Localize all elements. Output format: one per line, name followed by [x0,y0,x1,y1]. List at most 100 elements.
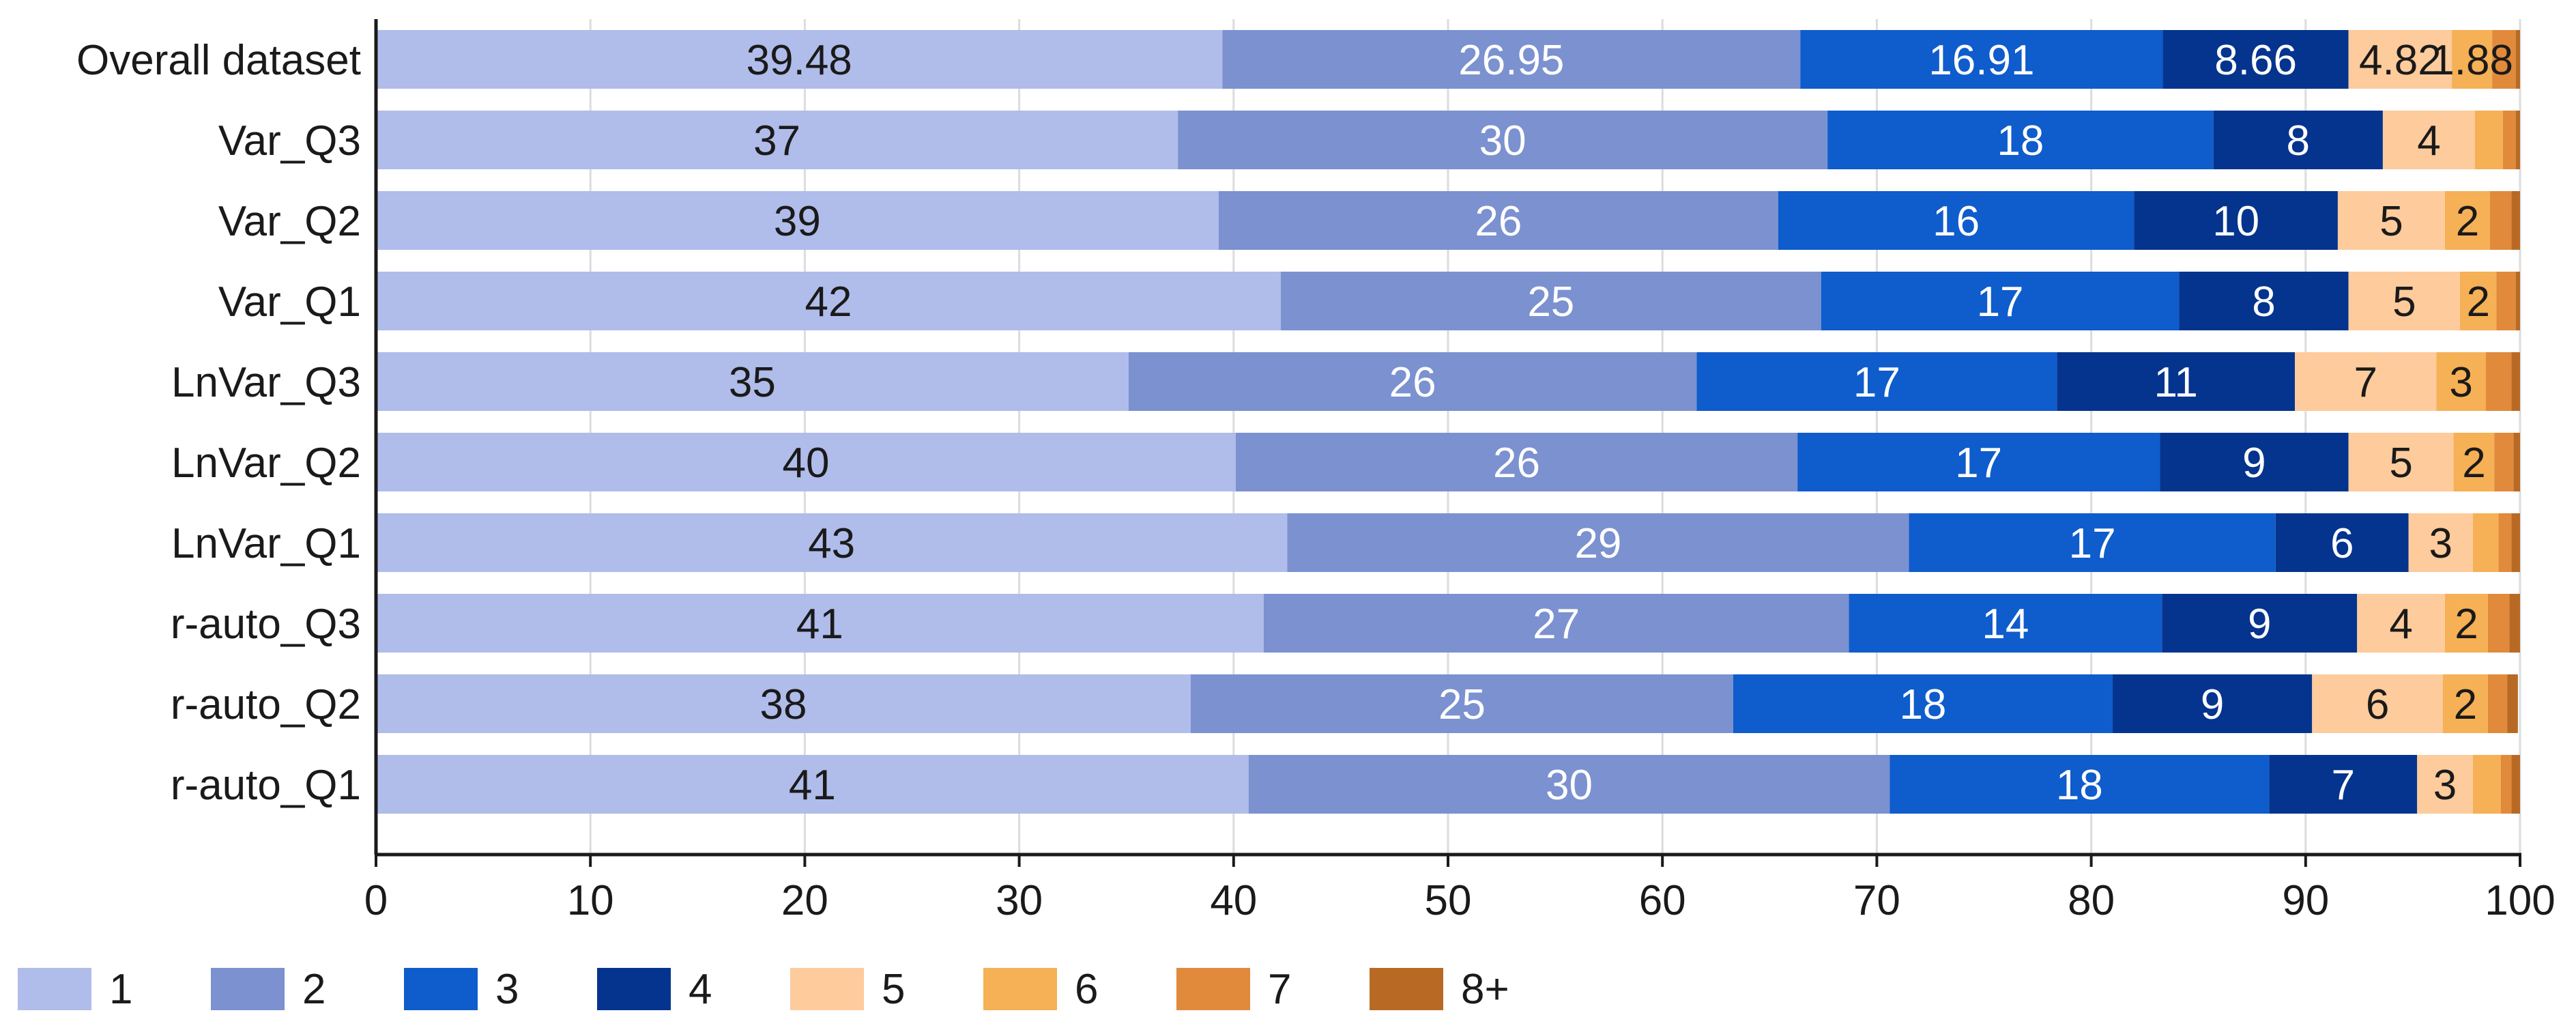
bar-segment [1733,674,2113,733]
data-label: 2 [2462,440,2485,487]
data-label: 16.91 [1928,37,2034,84]
data-label: 17 [1853,359,1900,406]
data-label: 9 [2201,681,2224,728]
data-label: 30 [1546,762,1593,809]
x-tick-label: 20 [781,877,828,924]
bar-segment [2487,594,2510,653]
data-label: 7 [2354,359,2377,406]
bar-segment [1800,30,2163,89]
x-tick-label: 40 [1210,877,1257,924]
data-label: 26 [1493,440,1540,487]
data-label: 18 [2056,762,2103,809]
data-label: 8.66 [2214,37,2297,84]
data-label: 11 [2154,359,2198,406]
data-label: 3 [2429,520,2452,567]
legend-swatch [790,968,864,1010]
data-label: 2 [2456,198,2479,245]
x-tick-label: 10 [567,877,614,924]
bar-segment [2492,30,2516,89]
bar-segment [2496,272,2516,330]
bar-segment [1287,513,1909,572]
bar-segment [2509,594,2520,653]
bar-segment [1909,513,2276,572]
bar-segment [2162,594,2358,653]
data-label: 4 [2389,601,2412,648]
bar-segment [2357,594,2446,653]
x-tick-labels: 0 10 20 30 40 50 60 70 80 90 100 [364,877,2556,924]
bar-segment [1778,191,2134,250]
data-label: 38 [759,681,807,728]
data-label: 3 [2433,762,2457,809]
data-label: 39.48 [747,37,852,84]
data-label: 9 [2248,601,2271,648]
bar-segment [1696,352,2057,411]
bar-segment [2179,272,2349,330]
bar-segment [2134,191,2338,250]
x-tick-label: 80 [2068,877,2115,924]
data-label: 5 [2389,440,2412,487]
data-label: 6 [2330,520,2354,567]
category-label: Var_Q2 [218,198,361,245]
data-label: 29 [1574,520,1621,567]
data-label: 17 [1977,278,2024,326]
bar-segment [2348,272,2461,330]
legend-label: 4 [689,966,712,1013]
category-label: LnVar_Q1 [171,520,361,567]
data-label: 41 [796,601,843,648]
bar-segment [2472,755,2501,814]
bar-segment [1263,594,1849,653]
bar-segment [2442,674,2488,733]
legend-label: 1 [109,966,132,1013]
data-label: 8 [2252,278,2275,326]
bar-segment [2213,111,2383,169]
legend-label: 8+ [1461,966,1509,1013]
data-label: 35 [729,359,776,406]
bar-segment [1222,30,1801,89]
data-label: 2 [2454,681,2477,728]
bar-segment [2498,513,2512,572]
bar-segment [2460,272,2497,330]
bar-segment [2113,674,2313,733]
bar-segment [2348,433,2454,491]
category-label: r-auto_Q1 [171,762,361,809]
data-label: 40 [782,440,829,487]
bar-segment [2511,191,2520,250]
bar-segment [2500,755,2512,814]
data-label: 5 [2379,198,2403,245]
data-label: 7 [2332,762,2355,809]
data-label: 9 [2242,440,2266,487]
bar-segment [376,755,1249,814]
bar-segment [2494,433,2514,491]
bar-segment [376,272,1281,330]
data-label: 26.95 [1458,37,1564,84]
data-label: 25 [1438,681,1486,728]
data-label: 4 [2417,117,2440,164]
data-label: 16 [1933,198,1980,245]
data-label: 17 [1955,440,2002,487]
data-label: 26 [1389,359,1436,406]
legend-swatch [1176,968,1250,1010]
data-label: 1.88 [2431,37,2513,84]
data-label: 3 [2449,359,2472,406]
bars [376,30,2520,814]
bar-segment [2057,352,2296,411]
bar-segment [2507,674,2518,733]
bar-segment [2417,755,2473,814]
bar-segment [1218,191,1778,250]
bar-segment [2452,30,2493,89]
bar-segment [1797,433,2160,491]
bar-segment [1890,755,2270,814]
data-label: 14 [1982,601,2029,648]
legend-swatch [211,968,285,1010]
category-label: Overall dataset [76,37,361,84]
data-label: 26 [1475,198,1522,245]
bar-segment [2162,30,2349,89]
data-label: 4.82 [2359,37,2442,84]
bar-segment [2511,513,2520,572]
bar-segment [2485,352,2512,411]
legend-swatch [1370,968,1443,1010]
data-label: 39 [774,198,821,245]
bar-segment [1280,272,1821,330]
x-tick-label: 30 [996,877,1043,924]
